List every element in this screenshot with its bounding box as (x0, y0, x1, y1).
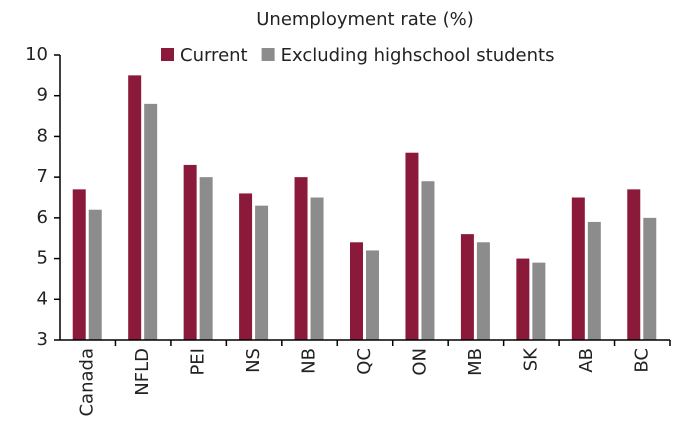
bar (88, 209, 102, 340)
legend-label: Current (180, 45, 248, 66)
y-tick-label: 5 (37, 248, 48, 269)
bar (366, 250, 379, 340)
bar (128, 75, 142, 340)
bar (239, 193, 253, 340)
legend-swatch (261, 48, 275, 61)
y-tick-label: 10 (25, 44, 48, 65)
y-tick-label: 3 (37, 329, 48, 350)
bar (255, 205, 269, 340)
x-tick-label: NS (243, 348, 264, 373)
bar (421, 181, 435, 340)
bar (294, 177, 308, 340)
bar (199, 177, 213, 340)
x-tick-label: PEI (188, 348, 209, 376)
x-tick-label: NB (299, 348, 320, 374)
y-tick-label: 9 (37, 85, 48, 106)
bar (627, 189, 641, 340)
x-tick-label: MB (465, 348, 486, 376)
x-tick-label: Canada (77, 348, 98, 417)
x-tick-label: ON (409, 348, 430, 376)
x-tick-label: SK (520, 347, 541, 371)
bar (460, 234, 474, 340)
bar (72, 189, 86, 340)
legend-swatch (161, 48, 174, 61)
chart-title: Unemployment rate (%) (256, 9, 474, 30)
x-tick-label: BC (631, 348, 652, 373)
x-tick-label: AB (576, 348, 597, 373)
y-tick-label: 6 (37, 207, 48, 228)
bar (516, 258, 530, 340)
x-tick-label: QC (354, 348, 375, 375)
legend-label: Excluding highschool students (281, 45, 555, 66)
bar (532, 262, 546, 340)
y-tick-label: 8 (37, 125, 48, 146)
bar (476, 242, 490, 340)
bar (144, 103, 158, 340)
y-tick-label: 7 (37, 166, 48, 187)
bar (405, 152, 419, 340)
x-tick-label: NFLD (132, 348, 153, 396)
bar (310, 197, 324, 340)
bar (183, 164, 197, 340)
bar (350, 242, 363, 340)
bar (571, 197, 585, 340)
bar (643, 217, 657, 340)
y-tick-label: 4 (37, 288, 48, 309)
bar (587, 221, 601, 340)
